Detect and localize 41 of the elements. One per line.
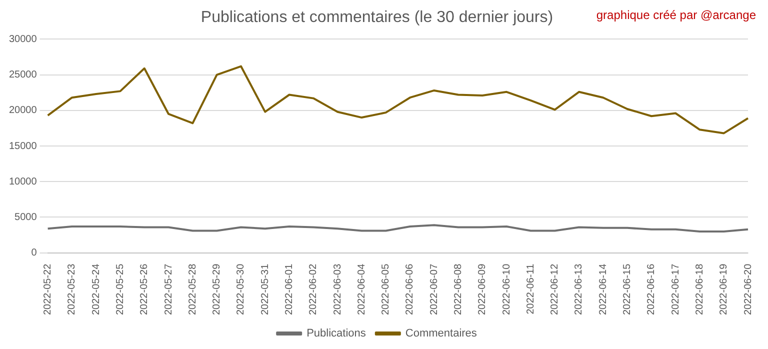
x-tick-label: 2022-06-04	[356, 263, 368, 316]
x-tick-label: 2022-06-13	[574, 263, 585, 316]
x-tick-label: 2022-06-02	[308, 263, 320, 316]
text: graphique créé par @arcange	[596, 8, 756, 22]
x-tick-label: 2022-05-23	[66, 263, 78, 316]
x-tick-label: 2022-05-27	[163, 263, 174, 316]
legend-label: Publications	[306, 328, 366, 340]
x-tick-label: 2022-06-03	[332, 263, 344, 316]
x-tick-label: 2022-06-05	[380, 263, 392, 316]
x-tick-label: 2022-05-29	[212, 263, 223, 316]
x-tick-label: 2022-05-24	[90, 263, 102, 316]
x-tick-label: 2022-06-09	[477, 263, 488, 316]
x-tick-label: 2022-06-11	[525, 263, 536, 314]
chart-title: Publications et commentaires (le 30 dernier jours)	[200, 9, 554, 26]
y-tick-label: 25000	[8, 70, 38, 81]
x-tick-label: 2022-06-07	[428, 263, 440, 316]
x-tick-label: 2022-06-14	[598, 263, 609, 316]
x-tick-label: 2022-06-06	[404, 263, 416, 316]
x-tick-label: 2022-05-22	[42, 263, 54, 316]
x-tick-label: 2022-05-25	[114, 263, 126, 316]
x-tick-label: 2022-06-01	[284, 263, 296, 316]
x-tick-label: 2022-06-10	[501, 263, 512, 316]
x-tick-label: 2022-05-30	[236, 263, 247, 316]
x-tick-label: 2022-06-15	[622, 263, 634, 316]
x-tick-label: 2022-05-28	[187, 263, 198, 316]
x-tick-label: 2022-06-17	[670, 263, 682, 316]
x-tick-label: 2022-06-19	[718, 263, 730, 316]
x-tick-label: 2022-06-20	[742, 263, 754, 316]
legend-label: Commentaires	[405, 328, 478, 340]
x-tick-label: 2022-06-18	[694, 263, 706, 316]
x-tick-label: 2022-06-08	[453, 263, 464, 316]
y-tick-label: 0	[31, 248, 38, 259]
x-tick-label: 2022-06-16	[646, 263, 658, 316]
y-tick-label: 10000	[8, 176, 38, 188]
y-tick-label: 15000	[8, 140, 38, 152]
y-tick-label: 30000	[8, 34, 38, 45]
y-tick-label: 20000	[8, 105, 38, 116]
y-tick-label: 5000	[14, 212, 38, 223]
x-tick-label: 2022-05-26	[139, 263, 150, 316]
x-tick-label: 2022-05-31	[260, 263, 271, 316]
x-tick-label: 2022-06-12	[550, 263, 561, 316]
